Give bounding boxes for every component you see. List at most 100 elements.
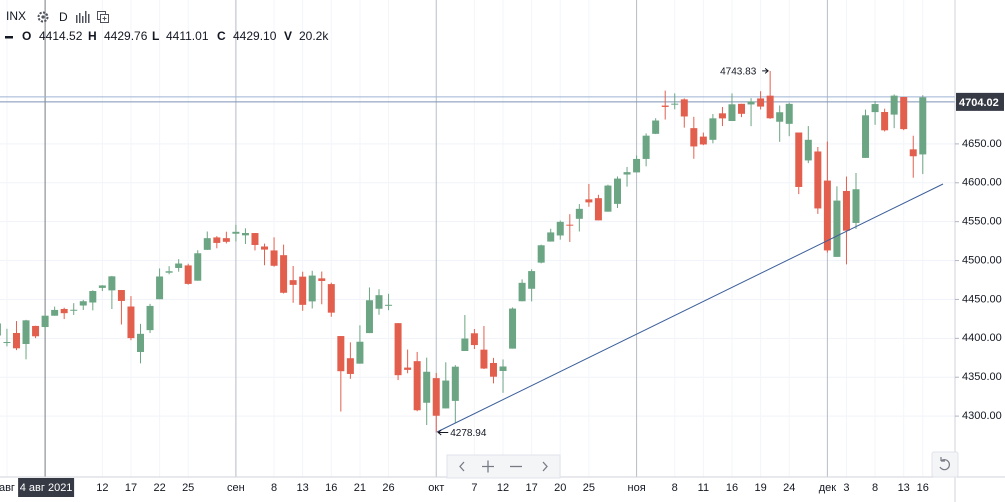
candle-body	[318, 278, 326, 281]
candle-body	[241, 232, 249, 236]
legend-key: C	[217, 29, 226, 43]
x-tick-label: 16	[917, 482, 929, 494]
x-tick-label: дек	[819, 482, 837, 494]
candle-body	[919, 97, 927, 155]
x-tick-label: ноя	[628, 482, 646, 494]
candle-body	[251, 233, 259, 245]
candle-body	[232, 231, 240, 234]
candle-body	[117, 290, 125, 301]
candle-body	[289, 280, 297, 285]
legend-key: H	[88, 29, 97, 43]
legend-key: O	[22, 29, 31, 43]
collapse-icon[interactable]	[5, 36, 13, 39]
candle-body	[614, 178, 621, 204]
candle-body	[222, 238, 230, 242]
candle-body	[203, 238, 211, 250]
candle-body	[480, 349, 488, 369]
candle-body	[270, 250, 278, 266]
zoom-in[interactable]	[482, 460, 494, 473]
x-tick-label: 20	[554, 482, 566, 494]
candle-body	[633, 158, 641, 173]
candle-body	[585, 199, 593, 203]
legend-value: 20.2k	[299, 29, 329, 43]
candle-body	[423, 371, 431, 403]
candle-body	[41, 315, 49, 328]
candle-body	[566, 224, 574, 226]
x-tick-label: 21	[354, 482, 366, 494]
candle-body	[909, 149, 917, 157]
candle-body	[261, 246, 269, 250]
settings-icon[interactable]	[37, 11, 49, 23]
candle-body	[509, 308, 517, 349]
chart-type-icon[interactable]	[76, 11, 90, 23]
candle-body	[890, 95, 898, 115]
candle-body	[70, 309, 78, 311]
candle-body	[766, 95, 774, 119]
x-tick-label: 11	[698, 482, 709, 494]
candle-body	[165, 271, 173, 273]
x-tick-label: 25	[182, 482, 194, 494]
y-tick-label: 4350.00	[962, 371, 1002, 383]
candle-body	[718, 113, 726, 119]
legend-value: 4414.52	[39, 29, 83, 43]
ohlc-legend: O 4414.52 H 4429.76 L 4411.01 C 4429.10 V 20.2k	[22, 29, 329, 43]
y-tick-label: 4450.00	[962, 293, 1002, 305]
candle-body	[814, 151, 822, 209]
candle-body	[680, 99, 688, 117]
legend-value: 4429.10	[233, 29, 277, 43]
candle-body	[365, 300, 373, 334]
interval[interactable]: D	[59, 10, 68, 24]
low-annotation: 4278.94	[450, 428, 487, 439]
candle-body	[537, 245, 545, 263]
candle-body	[98, 285, 106, 288]
nav-toolbar	[446, 454, 561, 479]
candle-body	[461, 338, 469, 351]
y-tick-label: 4500.00	[962, 254, 1002, 266]
candle-body	[518, 282, 526, 302]
x-tick-label: сен	[227, 482, 245, 494]
candle-body	[60, 308, 68, 314]
x-tick-label: 24	[783, 482, 795, 494]
reset-button[interactable]	[931, 451, 959, 478]
compare-icon[interactable]	[97, 11, 109, 23]
candle-body	[776, 112, 784, 122]
candle-body	[327, 284, 335, 313]
x-tick-label: 8	[672, 482, 678, 494]
legend-value: 4411.01	[166, 29, 209, 43]
candle-body	[385, 304, 393, 306]
candle-body	[375, 295, 383, 309]
candle-body	[3, 342, 11, 344]
x-tick-label: 8	[271, 482, 277, 494]
candle-body	[356, 341, 364, 364]
candle-body	[146, 305, 154, 331]
candle-body	[127, 306, 135, 339]
candle-body	[709, 118, 717, 140]
x-tick-label: 22	[153, 482, 165, 494]
candle-body	[642, 135, 650, 159]
y-tick-label: 4300.00	[962, 410, 1002, 422]
scroll-left[interactable]	[459, 461, 465, 472]
scroll-right[interactable]	[542, 461, 548, 472]
candle-body	[89, 291, 97, 303]
legend-key: L	[152, 29, 159, 43]
candle-body	[699, 136, 707, 145]
price-label-bg	[956, 92, 1004, 111]
candle-body	[661, 105, 669, 107]
x-tick-label: 8	[872, 482, 878, 494]
candle-body	[308, 275, 316, 302]
axes: 4300.00 4350.00 4400.00 4450.00 4500.00 4550.…	[0, 92, 1004, 497]
x-tick-label: 12	[96, 482, 108, 494]
y-tick-label: 4550.00	[962, 216, 1002, 228]
y-tick-label: 4600.00	[962, 177, 1002, 189]
x-tick-label: 13	[898, 482, 910, 494]
candle-body	[871, 104, 879, 113]
y-tick-label: 4650.00	[962, 138, 1002, 150]
x-tick-label: 25	[583, 482, 595, 494]
candle-body	[652, 120, 660, 134]
candle-body	[900, 96, 908, 130]
x-tick-label: авг	[0, 482, 15, 494]
candle-body	[0, 323, 1, 336]
candle-body	[394, 323, 402, 376]
